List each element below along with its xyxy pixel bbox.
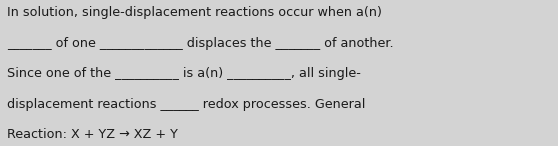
Text: displacement reactions ______ redox processes. General: displacement reactions ______ redox proc… — [7, 98, 365, 111]
Text: _______ of one _____________ displaces the _______ of another.: _______ of one _____________ displaces t… — [7, 36, 393, 49]
Text: In solution, single-displacement reactions occur when a(n): In solution, single-displacement reactio… — [7, 6, 382, 19]
Text: Reaction: X + YZ → XZ + Y: Reaction: X + YZ → XZ + Y — [7, 128, 177, 141]
Text: Since one of the __________ is a(n) __________, all single-: Since one of the __________ is a(n) ____… — [7, 67, 360, 80]
